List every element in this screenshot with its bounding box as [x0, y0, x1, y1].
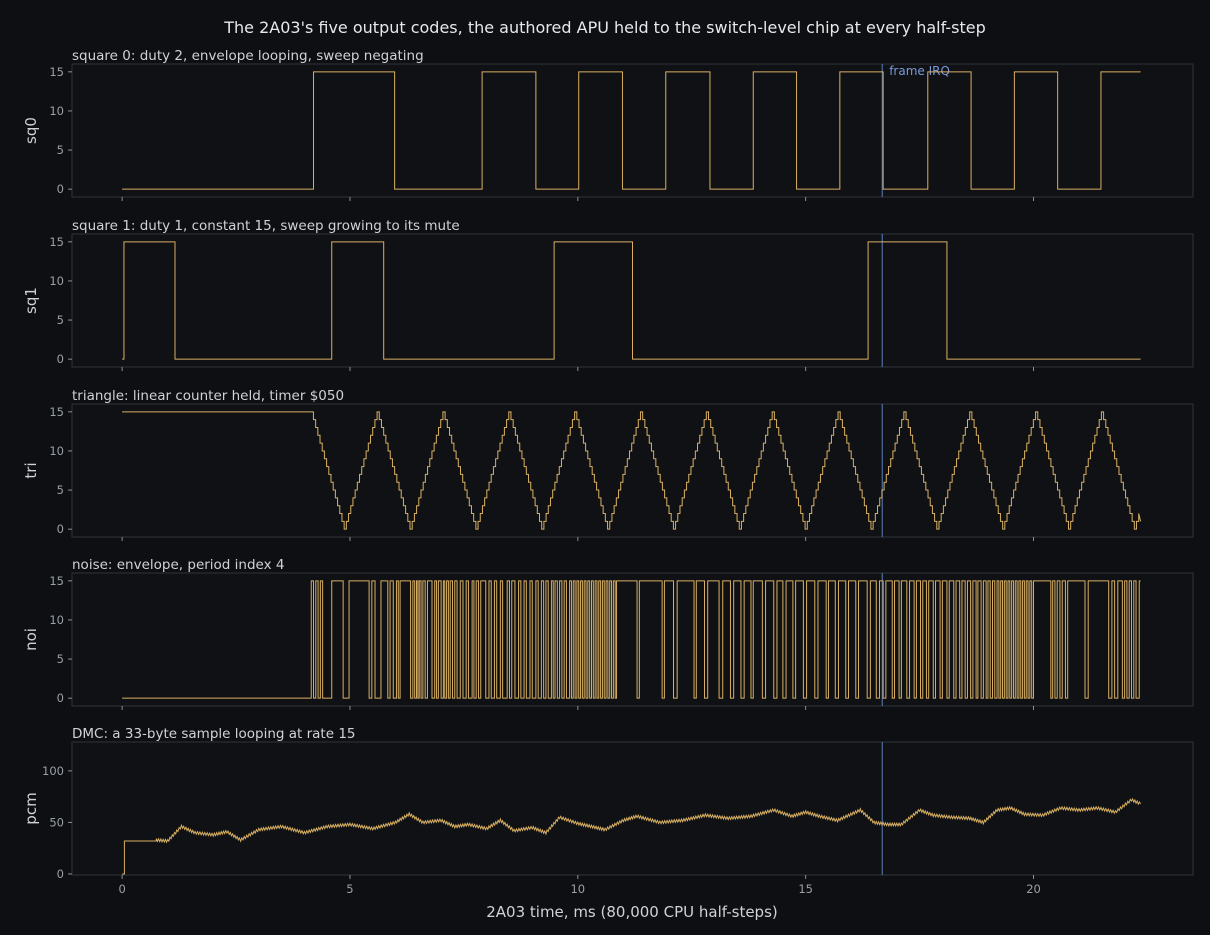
plot-area — [71, 403, 1194, 538]
y-axis-label: sq0 — [22, 117, 40, 144]
panel-sq0: square 0: duty 2, envelope looping, swee… — [22, 48, 1194, 201]
panels: square 0: duty 2, envelope looping, swee… — [22, 48, 1194, 896]
y-tick-label: 100 — [42, 764, 64, 778]
y-tick-label: 15 — [49, 65, 64, 79]
plot-area — [71, 63, 1194, 198]
y-tick-label: 0 — [57, 867, 64, 881]
x-tick-label: 0 — [118, 882, 125, 896]
x-tick-label: 10 — [570, 882, 585, 896]
panel-title: square 0: duty 2, envelope looping, swee… — [72, 48, 424, 64]
y-tick-label: 0 — [57, 352, 64, 366]
y-tick-label: 50 — [49, 815, 64, 829]
y-tick-label: 10 — [49, 274, 64, 288]
panel-sq1: square 1: duty 1, constant 15, sweep gro… — [22, 218, 1194, 371]
y-tick-label: 15 — [49, 574, 64, 588]
series-line-pcm — [122, 797, 1142, 875]
x-tick-label: 20 — [1026, 882, 1041, 896]
plot-area — [71, 741, 1194, 876]
frame-irq-label: frame IRQ — [889, 64, 950, 78]
y-tick-label: 5 — [57, 143, 64, 157]
y-axis-label: sq1 — [22, 287, 40, 314]
x-tick-label: 15 — [798, 882, 813, 896]
x-tick-label: 5 — [346, 882, 353, 896]
y-tick-label: 15 — [49, 405, 64, 419]
x-axis-label: 2A03 time, ms (80,000 CPU half-steps) — [486, 903, 778, 921]
panel-noi: noise: envelope, period index 4 noi 0 5 10 15 — [22, 557, 1194, 710]
y-axis-label: noi — [22, 628, 40, 651]
series-line-sq1 — [122, 241, 1141, 360]
y-tick-label: 0 — [57, 691, 64, 705]
series-line-tri — [122, 411, 1142, 530]
panel-title: square 1: duty 1, constant 15, sweep gro… — [72, 218, 460, 234]
panel-title: noise: envelope, period index 4 — [72, 557, 284, 573]
y-tick-label: 5 — [57, 313, 64, 327]
y-tick-label: 10 — [49, 444, 64, 458]
y-axis-label: tri — [22, 462, 40, 478]
y-tick-label: 5 — [57, 652, 64, 666]
series-line-noi — [122, 580, 1141, 699]
y-tick-label: 5 — [57, 483, 64, 497]
y-tick-label: 0 — [57, 522, 64, 536]
panel-title: triangle: linear counter held, timer $05… — [72, 388, 344, 404]
panel-tri: triangle: linear counter held, timer $05… — [22, 388, 1194, 541]
y-tick-label: 15 — [49, 235, 64, 249]
figure-title: The 2A03's five output codes, the author… — [223, 18, 986, 37]
panel-pcm: DMC: a 33-byte sample looping at rate 15… — [22, 726, 1194, 896]
y-tick-label: 10 — [49, 104, 64, 118]
y-tick-label: 0 — [57, 182, 64, 196]
y-axis-label: pcm — [22, 792, 40, 824]
y-tick-label: 10 — [49, 613, 64, 627]
series-line-sq0 — [122, 71, 1141, 190]
panel-title: DMC: a 33-byte sample looping at rate 15 — [72, 726, 356, 742]
